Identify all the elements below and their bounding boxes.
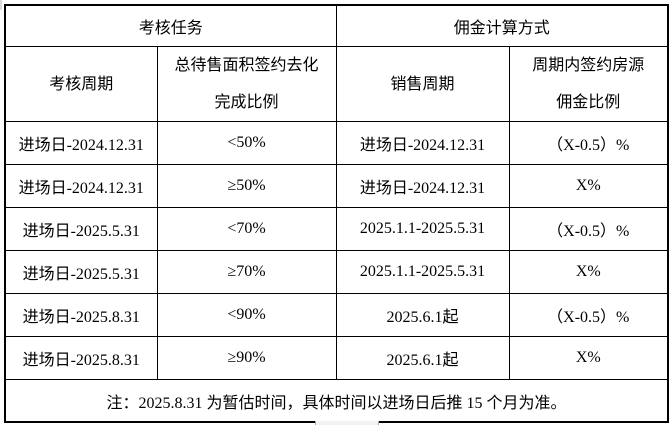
table-row: 进场日-2024.12.31 ≥50% 进场日-2024.12.31 X% <box>4 164 669 208</box>
col-header-assessment-period: 考核周期 <box>4 46 158 122</box>
col-header-commission-ratio: 周期内签约房源 佣金比例 <box>508 46 669 122</box>
cell-completion-ratio: <90% <box>156 293 337 337</box>
table-row: 进场日-2024.12.31 <50% 进场日-2024.12.31 （X-0.… <box>4 121 669 165</box>
cell-commission-ratio: X% <box>508 250 669 294</box>
cell-completion-ratio: <50% <box>156 121 337 165</box>
col-header-completion-ratio: 总待售面积签约去化 完成比例 <box>156 46 337 122</box>
group-header-assessment-task: 考核任务 <box>4 4 337 47</box>
group-header-commission-method: 佣金计算方式 <box>335 4 669 47</box>
column-header-row: 考核周期 总待售面积签约去化 完成比例 销售周期 周期内签约房源 佣金比例 <box>4 46 669 122</box>
cell-completion-ratio: <70% <box>156 207 337 251</box>
cell-sales-period: 2025.1.1-2025.5.31 <box>335 250 510 294</box>
screen-edge-artifact <box>0 0 2 10</box>
col-header-assessment-period-label: 考核周期 <box>49 75 114 93</box>
cell-assessment-period: 进场日-2025.5.31 <box>4 250 158 294</box>
cell-commission-ratio: X% <box>508 336 669 380</box>
cell-assessment-period: 进场日-2025.8.31 <box>4 336 158 380</box>
table-note: 注：2025.8.31 为暂估时间，具体时间以进场日后推 15 个月为准。 <box>4 379 669 423</box>
cell-sales-period: 2025.6.1起 <box>335 293 510 337</box>
col-header-sales-period: 销售周期 <box>335 46 510 122</box>
cell-completion-ratio: ≥50% <box>156 164 337 208</box>
commission-table: 考核任务 佣金计算方式 考核周期 总待售面积签约去化 完成比例 销售周期 周期内… <box>4 4 670 423</box>
cell-sales-period: 2025.6.1起 <box>335 336 510 380</box>
col-header-sales-period-label: 销售周期 <box>390 75 455 93</box>
col-header-completion-ratio-line1: 总待售面积签约去化 <box>174 57 319 74</box>
cell-completion-ratio: ≥90% <box>156 336 337 380</box>
cell-sales-period: 进场日-2024.12.31 <box>335 164 510 208</box>
cell-assessment-period: 进场日-2025.8.31 <box>4 293 158 337</box>
cell-commission-ratio: （X-0.5）% <box>508 293 669 337</box>
table-row: 进场日-2025.8.31 <90% 2025.6.1起 （X-0.5）% <box>4 293 669 337</box>
cell-assessment-period: 进场日-2024.12.31 <box>4 164 158 208</box>
col-header-commission-ratio-line2: 佣金比例 <box>556 94 621 111</box>
col-header-completion-ratio-line2: 完成比例 <box>214 94 279 111</box>
cell-assessment-period: 进场日-2025.5.31 <box>4 207 158 251</box>
cell-assessment-period: 进场日-2024.12.31 <box>4 121 158 165</box>
table-row: 进场日-2025.8.31 ≥90% 2025.6.1起 X% <box>4 336 669 380</box>
cropped-ui-element <box>315 421 379 425</box>
cell-commission-ratio: （X-0.5）% <box>508 207 669 251</box>
cell-sales-period: 进场日-2024.12.31 <box>335 121 510 165</box>
group-header-row: 考核任务 佣金计算方式 <box>4 4 669 47</box>
cell-sales-period: 2025.1.1-2025.5.31 <box>335 207 510 251</box>
table-row: 进场日-2025.5.31 ≥70% 2025.1.1-2025.5.31 X% <box>4 250 669 294</box>
note-row: 注：2025.8.31 为暂估时间，具体时间以进场日后推 15 个月为准。 <box>4 379 669 423</box>
cell-commission-ratio: （X-0.5）% <box>508 121 669 165</box>
cell-completion-ratio: ≥70% <box>156 250 337 294</box>
col-header-commission-ratio-line1: 周期内签约房源 <box>532 57 645 74</box>
cell-commission-ratio: X% <box>508 164 669 208</box>
table-row: 进场日-2025.5.31 <70% 2025.1.1-2025.5.31 （X… <box>4 207 669 251</box>
